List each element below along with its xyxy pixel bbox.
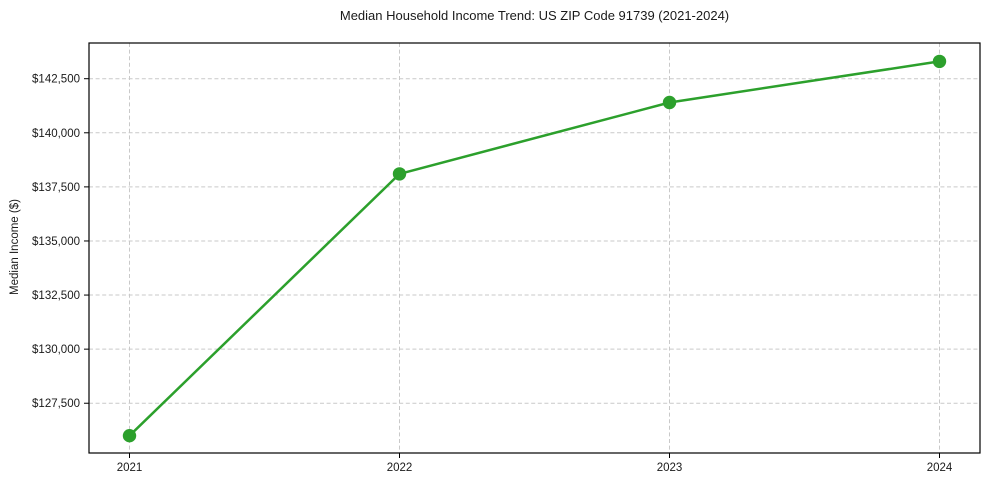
y-tick-label: $127,500 [32, 398, 80, 410]
y-tick-label: $142,500 [32, 74, 80, 86]
data-point-marker [122, 428, 137, 443]
x-tick-label: 2021 [117, 462, 143, 474]
data-point-marker [662, 95, 677, 110]
trend-line [128, 60, 941, 437]
data-point-marker [932, 54, 947, 69]
y-tick-label: $137,500 [32, 182, 80, 194]
y-tick-label: $135,000 [32, 236, 80, 248]
data-point-marker [392, 167, 407, 181]
y-tick-label: $130,000 [32, 344, 80, 356]
chart-title: Median Household Income Trend: US ZIP Co… [339, 8, 730, 23]
y-tick-label: $132,500 [32, 290, 80, 302]
plot-border [88, 42, 981, 454]
x-tick-label: 2022 [387, 462, 413, 474]
y-tick-label: $140,000 [32, 128, 80, 140]
x-tick-label: 2023 [657, 462, 683, 474]
x-tick-label: 2024 [927, 462, 953, 474]
